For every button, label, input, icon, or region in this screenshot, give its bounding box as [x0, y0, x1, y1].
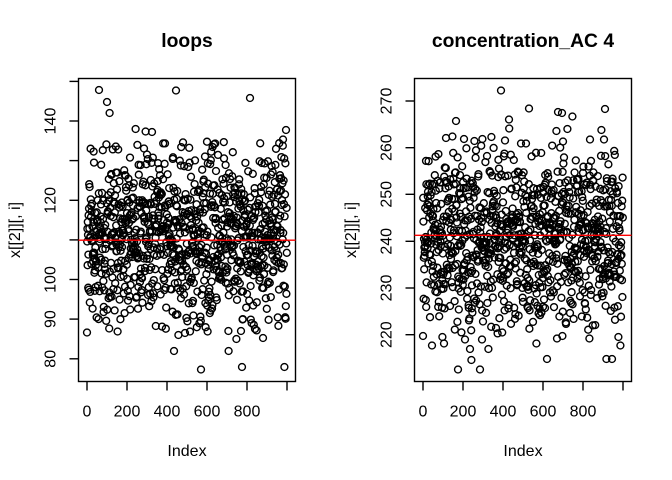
svg-text:230: 230: [378, 275, 395, 302]
svg-text:Index: Index: [167, 443, 206, 460]
svg-text:270: 270: [378, 88, 395, 115]
svg-text:140: 140: [42, 108, 59, 135]
svg-text:0: 0: [419, 404, 428, 421]
svg-text:concentration_AC 4: concentration_AC 4: [432, 31, 614, 52]
svg-text:100: 100: [42, 266, 59, 293]
svg-text:200: 200: [114, 404, 141, 421]
svg-text:240: 240: [378, 228, 395, 255]
svg-text:0: 0: [83, 404, 92, 421]
svg-text:loops: loops: [161, 31, 212, 52]
svg-text:220: 220: [378, 321, 395, 348]
svg-text:x[[2]][, i]: x[[2]][, i]: [343, 202, 360, 258]
svg-text:600: 600: [530, 404, 557, 421]
svg-text:90: 90: [42, 310, 59, 328]
svg-text:600: 600: [194, 404, 221, 421]
svg-text:200: 200: [450, 404, 477, 421]
svg-text:800: 800: [234, 404, 261, 421]
svg-text:120: 120: [42, 187, 59, 214]
svg-text:400: 400: [154, 404, 181, 421]
svg-text:250: 250: [378, 181, 395, 208]
svg-text:80: 80: [42, 350, 59, 368]
svg-text:x[[2]][, i]: x[[2]][, i]: [7, 202, 24, 258]
svg-text:Index: Index: [503, 443, 542, 460]
svg-text:260: 260: [378, 134, 395, 161]
svg-text:400: 400: [490, 404, 517, 421]
svg-text:800: 800: [570, 404, 597, 421]
